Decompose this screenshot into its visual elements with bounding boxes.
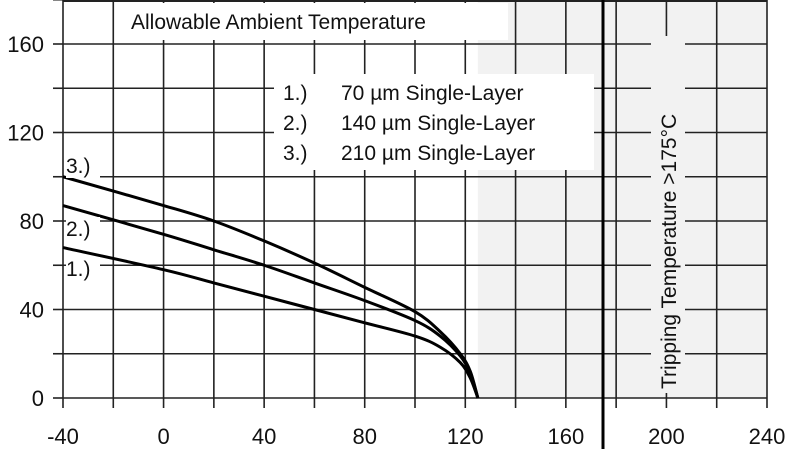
x-tick-label: 0 (157, 424, 169, 449)
chart-title: Allowable Ambient Temperature (131, 11, 426, 34)
legend-marker-3: 3.) (283, 142, 308, 165)
x-tick-label: 80 (352, 424, 376, 449)
curve-1 (62, 246, 480, 399)
title-background (122, 3, 508, 40)
y-tick-label: 120 (7, 121, 44, 146)
x-tick-label: 160 (547, 424, 584, 449)
tripping-label-background (651, 36, 685, 393)
x-tick-label: 200 (648, 424, 685, 449)
legend-label-2: 140 µm Single-Layer (341, 112, 535, 135)
y-tick-label: 80 (20, 209, 44, 234)
x-tick-label: 40 (252, 424, 276, 449)
x-tick-label: -40 (47, 424, 79, 449)
legend-label-3: 210 µm Single-Layer (341, 142, 535, 165)
y-tick-label: 0 (32, 386, 44, 411)
curve-3 (62, 175, 480, 399)
curves (62, 175, 480, 399)
legend-label-1: 70 µm Single-Layer (341, 82, 524, 105)
curve-label-2: 2.) (66, 218, 91, 241)
legend-marker-1: 1.) (283, 82, 308, 105)
legend-background (274, 74, 594, 170)
curve-label-1: 1.) (66, 258, 91, 281)
curve-label-3: 3.) (66, 155, 91, 178)
x-tick-label: 120 (447, 424, 484, 449)
tripping-temperature-label: Tripping Temperature >175°C (658, 114, 681, 389)
legend-marker-2: 2.) (283, 112, 308, 135)
y-tick-label: 160 (7, 32, 44, 57)
y-tick-label: 40 (20, 298, 44, 323)
legend: 1.) 70 µm Single-Layer 2.) 140 µm Single… (283, 82, 535, 165)
x-tick-label: 240 (749, 424, 786, 449)
tripping-shaded-region (477, 0, 767, 398)
curve-labels: 1.) 2.) 3.) (66, 154, 100, 281)
